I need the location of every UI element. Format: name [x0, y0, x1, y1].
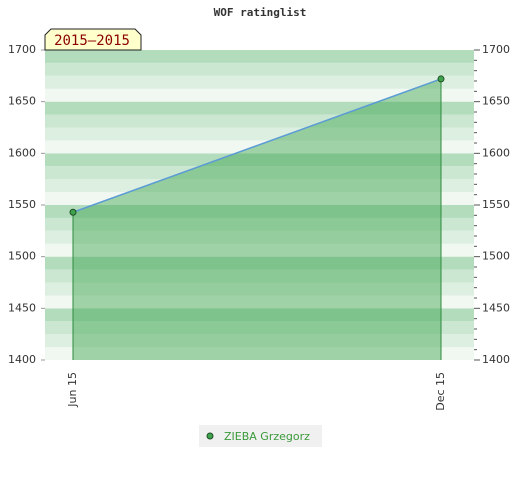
- background-band: [45, 243, 474, 257]
- y-tick-label: 1400: [8, 353, 36, 366]
- background-band: [45, 269, 474, 283]
- background-band: [45, 282, 474, 296]
- plot-background: [45, 50, 474, 360]
- y2-tick-label: 1550: [482, 198, 510, 211]
- background-band: [45, 50, 474, 63]
- background-band: [45, 114, 474, 128]
- background-band: [45, 192, 474, 205]
- y-tick-label: 1450: [8, 301, 36, 314]
- background-band: [45, 217, 474, 231]
- point: [437, 75, 445, 83]
- y-tick-label: 1600: [8, 146, 36, 159]
- background-band: [45, 295, 474, 309]
- background-band: [45, 153, 474, 167]
- y-tick-label: 1650: [8, 95, 36, 108]
- background-band: [45, 334, 474, 348]
- y-tick-label: 1700: [8, 43, 36, 56]
- background-band: [45, 347, 474, 360]
- line: [72, 78, 442, 213]
- annotation: 2015–2015: [54, 33, 130, 49]
- y2-tick-label: 1450: [482, 301, 510, 314]
- y-tick-label: 1500: [8, 250, 36, 263]
- y-tick-label: 1550: [8, 198, 36, 211]
- background-band: [45, 62, 474, 76]
- background-band: [45, 321, 474, 335]
- y2-tick-label: 1400: [482, 353, 510, 366]
- badge-box: [44, 28, 142, 51]
- y2-tick-label: 1600: [482, 146, 510, 159]
- background-band: [45, 140, 474, 154]
- background-band: [45, 179, 474, 193]
- legend-label: ZIEBA Grzegorz: [224, 430, 310, 443]
- area: [73, 78, 441, 360]
- point: [69, 208, 77, 216]
- background-band: [45, 88, 474, 102]
- background-band: [45, 166, 474, 180]
- background-band: [45, 256, 474, 270]
- y2-tick-label: 1700: [482, 43, 510, 56]
- chart-title: WOF ratinglist: [214, 6, 307, 19]
- x-tick-label: Dec 15: [434, 372, 447, 411]
- background-band: [45, 205, 474, 218]
- legend-marker: [206, 432, 214, 440]
- background-band: [45, 75, 474, 89]
- background-band: [45, 101, 474, 115]
- background-band: [45, 230, 474, 244]
- legend-box: [199, 425, 322, 447]
- y2-tick-label: 1650: [482, 95, 510, 108]
- background-band: [45, 308, 474, 322]
- background-band: [45, 127, 474, 141]
- x-tick-label: Jun 15: [66, 372, 79, 408]
- y2-tick-label: 1500: [482, 250, 510, 263]
